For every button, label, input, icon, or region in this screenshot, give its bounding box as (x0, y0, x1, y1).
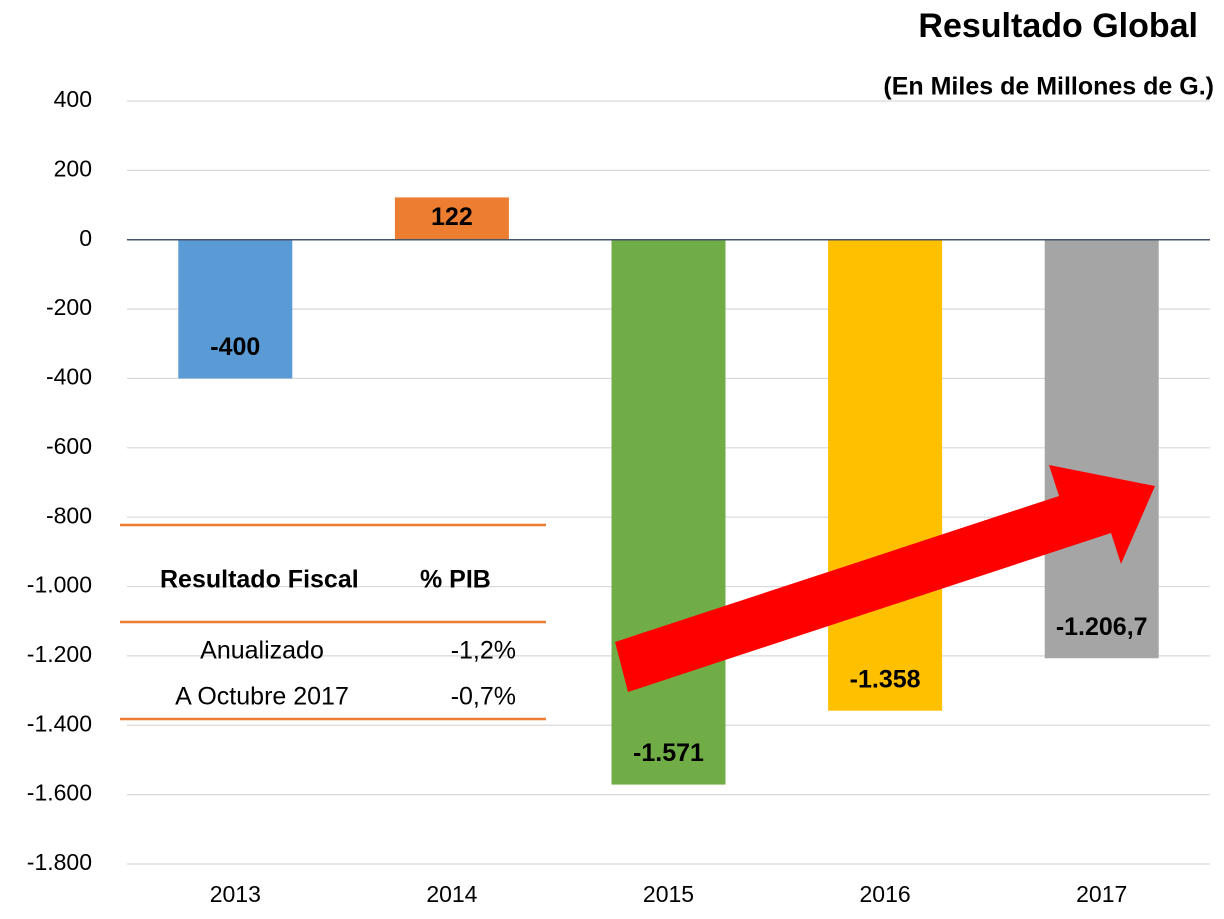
bar (611, 239, 726, 785)
trend-arrow (615, 465, 1155, 692)
y-tick-label: -200 (46, 294, 92, 320)
y-tick-label: 400 (54, 86, 92, 112)
value-label: -1.358 (850, 665, 921, 693)
table-cell: -0,7% (451, 683, 516, 711)
x-tick-label: 2016 (860, 881, 911, 907)
y-tick-label: 200 (54, 155, 92, 181)
chart-title: Resultado Global (918, 7, 1198, 45)
table-header: Resultado Fiscal (160, 566, 359, 594)
value-label: -1.206,7 (1056, 613, 1148, 641)
table-cell: Anualizado (200, 637, 324, 665)
y-tick-label: -1.200 (27, 641, 92, 667)
y-tick-label: -600 (46, 433, 92, 459)
table-cell: A Octubre 2017 (175, 683, 349, 711)
chart-subtitle: (En Miles de Millones de G.) (883, 73, 1214, 101)
y-tick-label: 0 (79, 225, 92, 251)
value-label: 122 (431, 203, 473, 231)
y-tick-label: -400 (46, 364, 92, 390)
table-header: % PIB (420, 566, 491, 594)
y-tick-label: -1.000 (27, 572, 92, 598)
x-tick-label: 2015 (643, 881, 694, 907)
y-tick-label: -1.800 (27, 849, 92, 875)
x-tick-label: 2017 (1076, 881, 1127, 907)
bar (1044, 239, 1159, 659)
y-tick-label: -800 (46, 502, 92, 528)
value-label: -400 (210, 333, 260, 361)
table-cell: -1,2% (451, 637, 516, 665)
y-tick-label: -1.600 (27, 780, 92, 806)
bar (394, 197, 509, 240)
bar (828, 239, 943, 711)
value-label: -1.571 (633, 739, 704, 767)
fiscal-table: Resultado Fiscal % PIB Anualizado -1,2% … (120, 523, 546, 721)
y-tick-label: -1.400 (27, 710, 92, 736)
x-tick-label: 2014 (426, 881, 477, 907)
x-tick-label: 2013 (210, 881, 261, 907)
bars (178, 197, 1159, 785)
bar (178, 239, 293, 379)
